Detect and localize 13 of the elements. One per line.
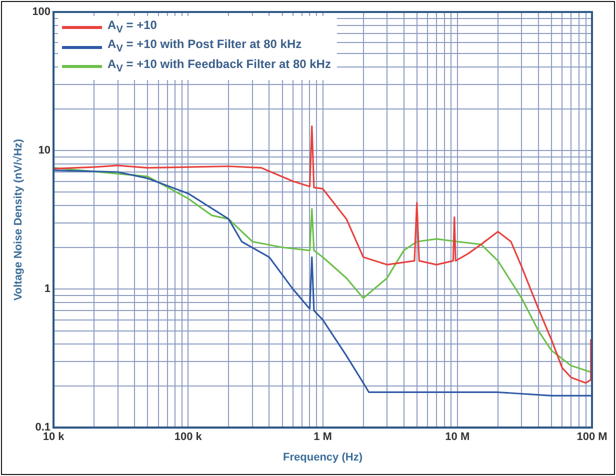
x-tick-label: 100 k <box>174 431 203 444</box>
x-axis-title: Frequency (Hz) <box>283 451 363 464</box>
legend-label: A$_{V}$ = +10 with Feedback Filter at 80 kHz <box>108 56 331 76</box>
y-tick-label: 100 <box>32 6 51 18</box>
y-axis-title: Voltage Noise Density (nV/√Hz) <box>12 138 25 301</box>
legend-label: A$_{V}$ = +10 with Post Filter at 80 kHz <box>108 37 302 57</box>
x-tick-label: 10 k <box>42 431 66 444</box>
y-tick-label: 10 <box>38 144 51 157</box>
legend-label: A$_{V}$ = +10 <box>108 18 157 38</box>
x-tick-label: 1 M <box>314 431 332 444</box>
x-tick-label: 100 M <box>576 431 608 444</box>
x-tick-label: 10 M <box>445 431 470 444</box>
y-tick-label: 1 <box>44 283 51 296</box>
